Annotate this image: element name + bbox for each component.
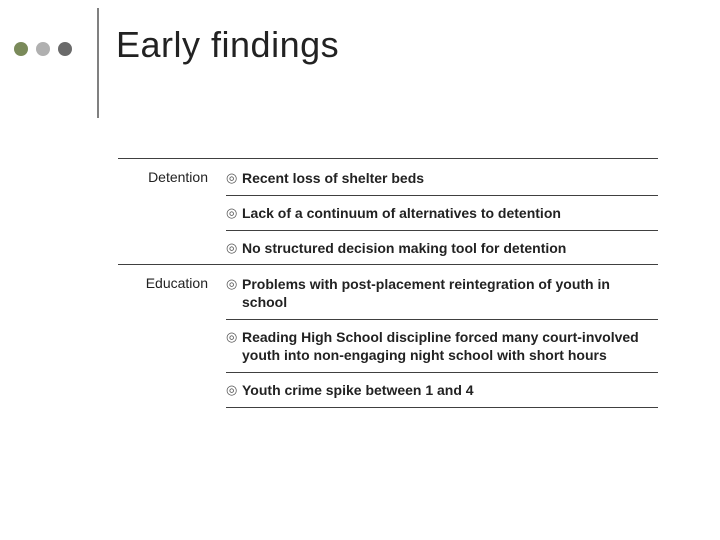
bullet-text: Recent loss of shelter beds: [242, 169, 658, 187]
bullet-icon: ◎: [226, 169, 242, 187]
content-area: Detention◎Recent loss of shelter beds◎La…: [118, 158, 658, 408]
bullet-text: Problems with post-placement reintegrati…: [242, 275, 658, 311]
bullet-list: ◎Problems with post-placement reintegrat…: [226, 273, 658, 408]
section-education: Education◎Problems with post-placement r…: [118, 264, 658, 408]
bullet-text: Lack of a continuum of alternatives to d…: [242, 204, 658, 222]
bullet-item: ◎No structured decision making tool for …: [226, 237, 658, 265]
dot-3: [58, 42, 72, 56]
bullet-text: Reading High School discipline forced ma…: [242, 328, 658, 364]
bullet-item: ◎Reading High School discipline forced m…: [226, 326, 658, 373]
section-label: Detention: [118, 167, 226, 265]
bullet-icon: ◎: [226, 328, 242, 346]
decorative-dots: [14, 42, 72, 56]
bullet-icon: ◎: [226, 275, 242, 293]
dot-2: [36, 42, 50, 56]
bullet-icon: ◎: [226, 239, 242, 257]
bullet-item: ◎Lack of a continuum of alternatives to …: [226, 202, 658, 231]
bullet-icon: ◎: [226, 381, 242, 399]
bullet-text: Youth crime spike between 1 and 4: [242, 381, 658, 399]
bullet-item: ◎Problems with post-placement reintegrat…: [226, 273, 658, 320]
section-detention: Detention◎Recent loss of shelter beds◎La…: [118, 158, 658, 265]
bullet-icon: ◎: [226, 204, 242, 222]
slide-title: Early findings: [116, 24, 339, 66]
section-label: Education: [118, 273, 226, 408]
bullet-item: ◎Recent loss of shelter beds: [226, 167, 658, 196]
dot-1: [14, 42, 28, 56]
bullet-list: ◎Recent loss of shelter beds◎Lack of a c…: [226, 167, 658, 265]
bullet-item: ◎Youth crime spike between 1 and 4: [226, 379, 658, 408]
vertical-divider: [97, 8, 99, 118]
bullet-text: No structured decision making tool for d…: [242, 239, 658, 257]
